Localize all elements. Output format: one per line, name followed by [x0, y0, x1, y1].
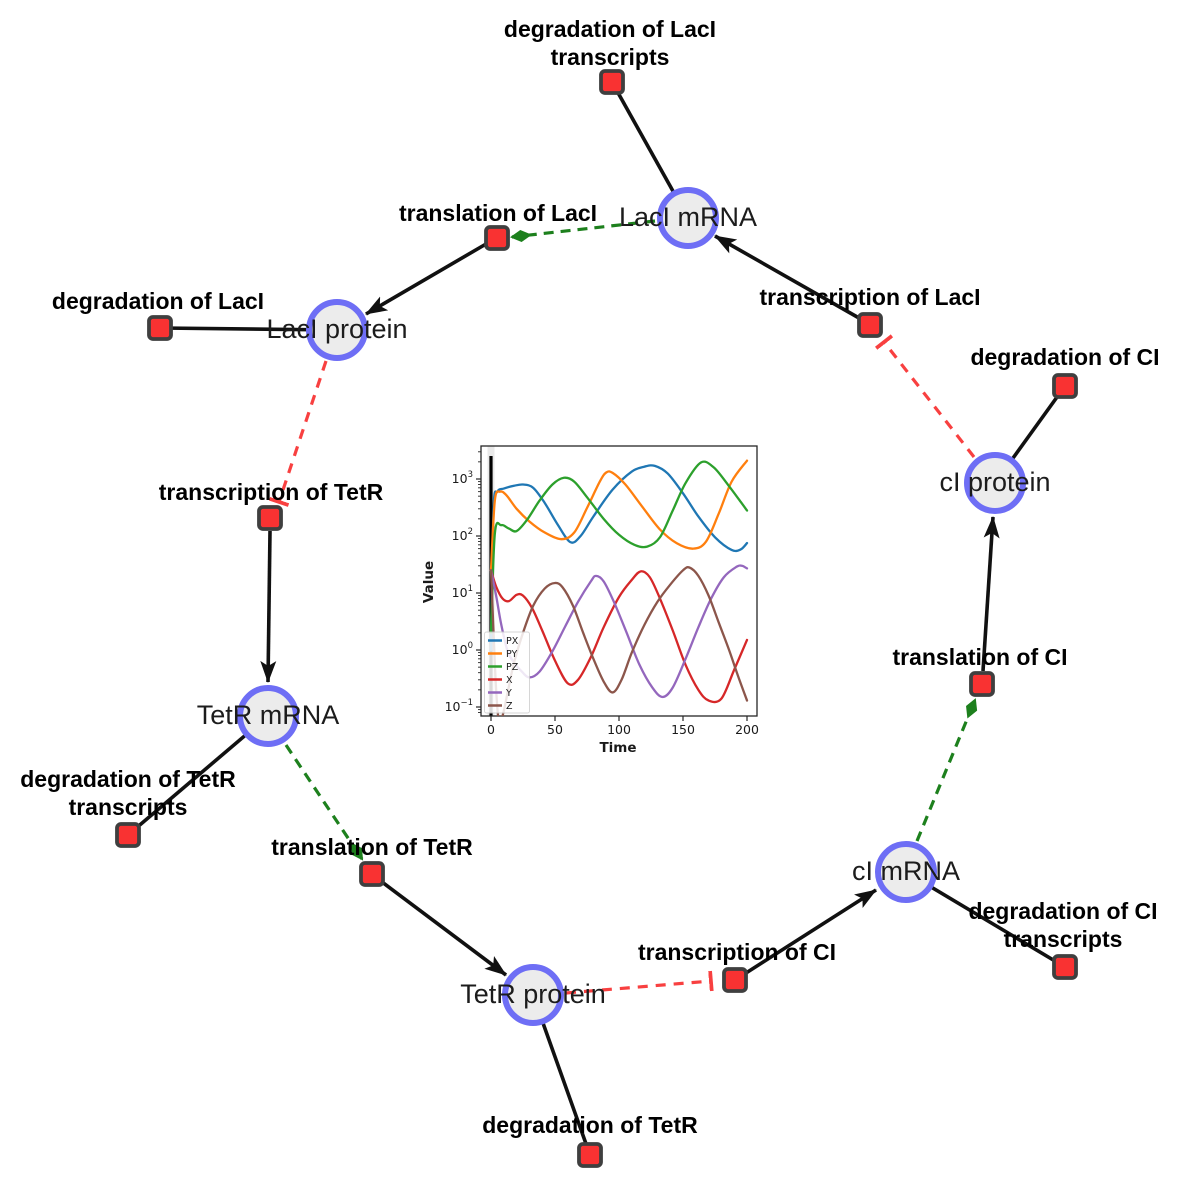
species-label-tetr-protein: TetR protein [460, 979, 606, 1009]
reaction-node-degradation-tetr[interactable] [577, 1142, 603, 1168]
curve-PX [489, 464, 749, 652]
x-tick-label: 100 [607, 722, 631, 737]
edge-solid-10 [981, 516, 1000, 672]
y-tick-label: 10−1 [445, 698, 473, 714]
species-node-laci-mrna[interactable] [657, 187, 719, 249]
y-tick-label: 102 [452, 527, 473, 543]
edge-solid-6 [365, 242, 487, 316]
y-tick-label: 100 [452, 641, 473, 657]
edge-inhibition-15 [268, 360, 328, 507]
species-label-laci-mrna: LacI mRNA [619, 202, 757, 232]
y-tick-label: 103 [452, 470, 473, 486]
edge-modifier-12 [510, 219, 656, 242]
x-tick-label: 150 [671, 722, 695, 737]
reaction-label-transcription-laci: transcription of LacI [759, 284, 980, 310]
reaction-node-degradation-ci-transcripts[interactable] [1052, 954, 1078, 980]
species-node-ci-mrna[interactable] [875, 841, 937, 903]
time-series-plot: Time Value 0 50 100 150 200 10−1 100 101 102 103 P… [421, 445, 759, 756]
legend-label-PY: PY [506, 649, 518, 660]
edge-solid-8 [380, 880, 508, 977]
species-label-ci-mrna: cI mRNA [852, 856, 960, 886]
reaction-node-degradation-laci-transcripts[interactable] [599, 69, 625, 95]
reaction-label-translation-tetr: translation of TetR [271, 834, 473, 860]
edge-modifier-14 [915, 698, 978, 842]
legend-label-PX: PX [506, 636, 519, 647]
curve-X [489, 569, 749, 704]
legend-label-Y: Y [505, 688, 512, 699]
legend-label-X: X [506, 675, 513, 686]
edge-modifier-13 [284, 744, 364, 861]
labels-layer: LacI mRNA LacI protein cI protein TetR mRNA… [20, 16, 1159, 1138]
reaction-label-degradation-laci: degradation of LacI [52, 288, 264, 314]
y-axis-label: Value [421, 561, 437, 603]
x-axis-label: Time [599, 740, 636, 756]
edge-inhibition-16 [565, 970, 714, 995]
reaction-node-degradation-laci[interactable] [147, 315, 173, 341]
reaction-label-transcription-ci: transcription of CI [638, 939, 836, 965]
reaction-node-transcription-ci[interactable] [722, 967, 748, 993]
species-label-laci-protein: LacI protein [266, 314, 407, 344]
reaction-label-degradation-tetr: degradation of TetR [482, 1112, 698, 1138]
reaction-label-degradation-laci-transcripts: degradation of LacI transcripts [504, 16, 716, 70]
reaction-label-degradation-ci: degradation of CI [970, 344, 1159, 370]
curve-PZ [489, 460, 749, 634]
species-node-tetr-protein[interactable] [502, 964, 564, 1026]
edge-inhibition-17 [875, 334, 976, 458]
reaction-node-translation-tetr[interactable] [359, 861, 385, 887]
reaction-node-degradation-ci[interactable] [1052, 373, 1078, 399]
reaction-node-translation-laci[interactable] [484, 225, 510, 251]
y-tick-label: 101 [452, 584, 473, 600]
x-tick-label: 50 [547, 722, 563, 737]
reaction-label-translation-laci: translation of LacI [399, 200, 597, 226]
legend-label-PZ: PZ [506, 662, 519, 673]
x-tick-label: 0 [487, 722, 495, 737]
reaction-label-translation-ci: translation of CI [892, 644, 1067, 670]
reaction-node-transcription-tetr[interactable] [257, 505, 283, 531]
reaction-node-translation-ci[interactable] [969, 671, 995, 697]
reaction-label-transcription-tetr: transcription of TetR [159, 479, 384, 505]
species-node-laci-protein[interactable] [306, 299, 368, 361]
edge-solid-9 [745, 888, 877, 975]
edge-solid-11 [714, 234, 860, 320]
reaction-label-degradation-ci-transcripts: degradation of CI transcripts [968, 898, 1157, 952]
reaction-node-degradation-tetr-transcripts[interactable] [115, 822, 141, 848]
legend-label-Z: Z [506, 701, 513, 712]
species-label-ci-protein: cI protein [939, 467, 1050, 497]
species-label-tetr-mrna: TetR mRNA [197, 700, 340, 730]
species-node-ci-protein[interactable] [964, 452, 1026, 514]
reaction-node-transcription-laci[interactable] [857, 312, 883, 338]
nodes-layer [115, 69, 1078, 1168]
edge-solid-7 [260, 530, 277, 683]
curve-PY [489, 459, 749, 572]
reaction-label-degradation-tetr-transcripts: degradation of TetR transcripts [20, 766, 236, 820]
x-tick-label: 200 [735, 722, 759, 737]
species-node-tetr-mrna[interactable] [237, 685, 299, 747]
